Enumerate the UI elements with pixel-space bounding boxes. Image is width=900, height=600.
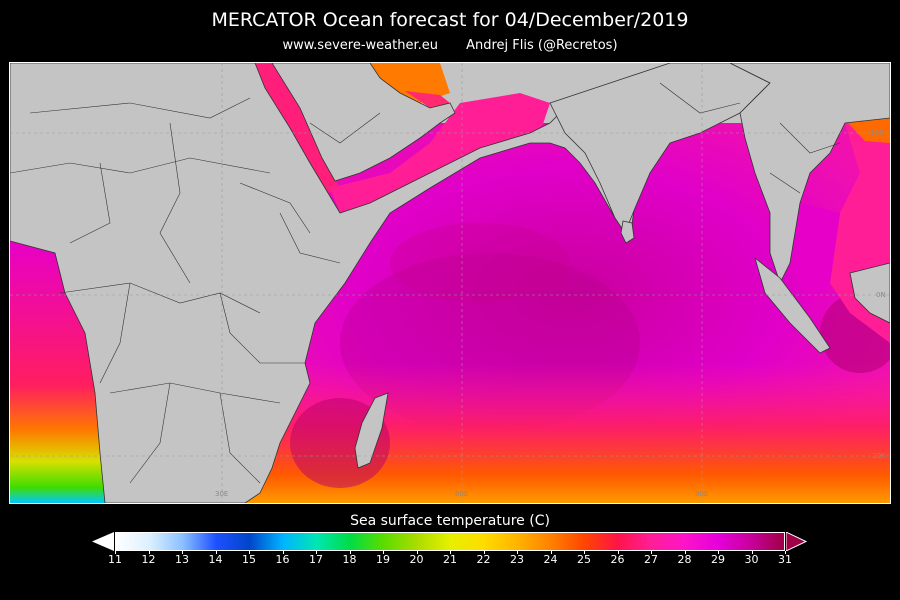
legend-tick-mark	[450, 551, 451, 554]
legend-tick-mark	[718, 551, 719, 554]
legend-tick-label: 28	[677, 553, 692, 566]
legend-tick-label: 27	[644, 553, 658, 566]
legend-tick-label: 15	[242, 553, 256, 566]
legend-tick-mark	[584, 551, 585, 554]
legend-tick-mark	[349, 551, 351, 554]
legend-tick-mark	[483, 551, 485, 554]
legend-tick-mark	[182, 551, 183, 554]
legend-tick-label: 12	[141, 553, 156, 566]
legend-tick-label: 21	[443, 553, 457, 566]
legend-tick-label: 17	[309, 553, 323, 566]
legend-title: Sea surface temperature (C)	[350, 513, 550, 529]
legend-tick-label: 29	[711, 553, 725, 566]
legend-tick-label: 23	[510, 553, 524, 566]
legend-tick-label: 19	[376, 553, 390, 566]
legend-tick-mark	[751, 551, 753, 554]
legend-tick-mark	[416, 551, 418, 554]
grid-label-20s: 20S	[872, 452, 886, 460]
sst-map: 10N 0N 20S 30E 60E 90E	[9, 62, 891, 504]
legend-tick-label: 30	[744, 553, 759, 566]
author-label: Andrej Flis (@Recretos)	[466, 38, 618, 53]
legend-min-arrow	[92, 532, 114, 551]
legend-tick-label: 14	[208, 553, 223, 566]
legend-tick-label: 16	[275, 553, 290, 566]
legend-tick-mark	[617, 551, 619, 554]
grid-label-60e: 60E	[455, 490, 469, 498]
graticule	[10, 63, 890, 503]
land-masses	[10, 63, 890, 503]
legend-tick-label: 18	[342, 553, 357, 566]
legend-tick-mark	[282, 551, 284, 554]
color-bar	[115, 532, 785, 551]
legend-tick-label: 20	[409, 553, 424, 566]
legend-tick-mark	[550, 551, 552, 554]
legend-tick-mark	[215, 551, 217, 554]
grid-label-0n: 0N	[876, 291, 886, 299]
legend-tick-label: 31	[778, 553, 792, 566]
website-label: www.severe-weather.eu	[282, 38, 438, 53]
legend-tick-mark	[249, 551, 250, 554]
legend-tick-mark	[148, 551, 150, 554]
legend-tick-mark	[115, 551, 116, 554]
legend-tick-label: 11	[108, 553, 122, 566]
legend-max-arrow	[786, 532, 808, 551]
legend-tick-mark	[383, 551, 384, 554]
legend-tick-mark	[684, 551, 686, 554]
atlantic-ocean	[10, 241, 105, 503]
chart-subtitle: www.severe-weather.eu Andrej Flis (@Recr…	[0, 38, 900, 53]
legend-tick-label: 13	[175, 553, 189, 566]
legend-tick-label: 26	[610, 553, 625, 566]
legend-tick-label: 24	[543, 553, 558, 566]
grid-label-90e: 90E	[695, 490, 709, 498]
red-sea	[255, 63, 550, 213]
legend-tick-mark	[316, 551, 317, 554]
chart-title: MERCATOR Ocean forecast for 04/December/…	[211, 9, 689, 31]
grid-label-30e: 30E	[215, 490, 229, 498]
legend-tick-mark	[517, 551, 518, 554]
legend-tick-label: 25	[577, 553, 591, 566]
map-canvas	[10, 63, 890, 503]
legend-tick-mark	[651, 551, 652, 554]
legend-tick-mark	[785, 551, 786, 554]
legend-tick-label: 22	[476, 553, 491, 566]
country-borders	[10, 82, 841, 484]
grid-label-10n: 10N	[870, 129, 885, 137]
